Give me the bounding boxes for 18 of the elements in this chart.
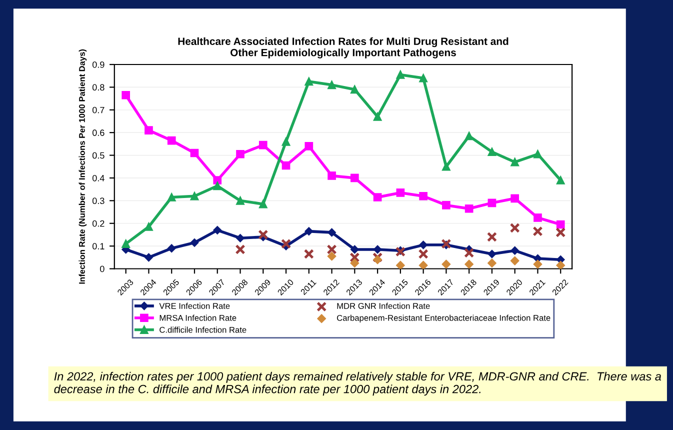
- legend-label: VRE Infection Rate: [159, 302, 230, 309]
- y-tick-label: 0.9: [92, 61, 104, 68]
- y-axis-title: Infection Rate (Number of Infections Per 1000 Patient Days): [78, 49, 87, 284]
- y-tick-label: 0.7: [92, 106, 104, 114]
- chart-title: Healthcare Associated Infection Rates for Multi Drug Resistant and Other Epidemiologically Important Pathogens: [178, 37, 508, 58]
- legend-label: MRSA Infection Rate: [160, 314, 236, 321]
- legend-label: Carbapenem-Resistant Enterobacteriaceae Infection Rate: [337, 314, 550, 323]
- y-tick-label: 0.3: [92, 198, 104, 204]
- legend-label: MDR GNR Infection Rate: [337, 302, 430, 309]
- y-tick-label: 0.2: [92, 220, 104, 227]
- y-tick-label: 0: [100, 266, 104, 272]
- y-tick-label: 0.5: [92, 152, 104, 159]
- legend-label: C.difficile Infection Rate: [160, 326, 246, 333]
- y-tick-label: 0.1: [92, 243, 104, 250]
- y-tick-label: 0.4: [92, 174, 104, 182]
- y-tick-label: 0.6: [92, 130, 104, 136]
- text: In 2022, infection rates per 1000 patient days remained relatively stable for VRE, MDR-GNR and CRE. There was a decrease in the C. difficile and MRSA infection rate per 1000 patient days in 2022.: [54, 372, 662, 396]
- y-tick-label: 0.8: [92, 84, 104, 91]
